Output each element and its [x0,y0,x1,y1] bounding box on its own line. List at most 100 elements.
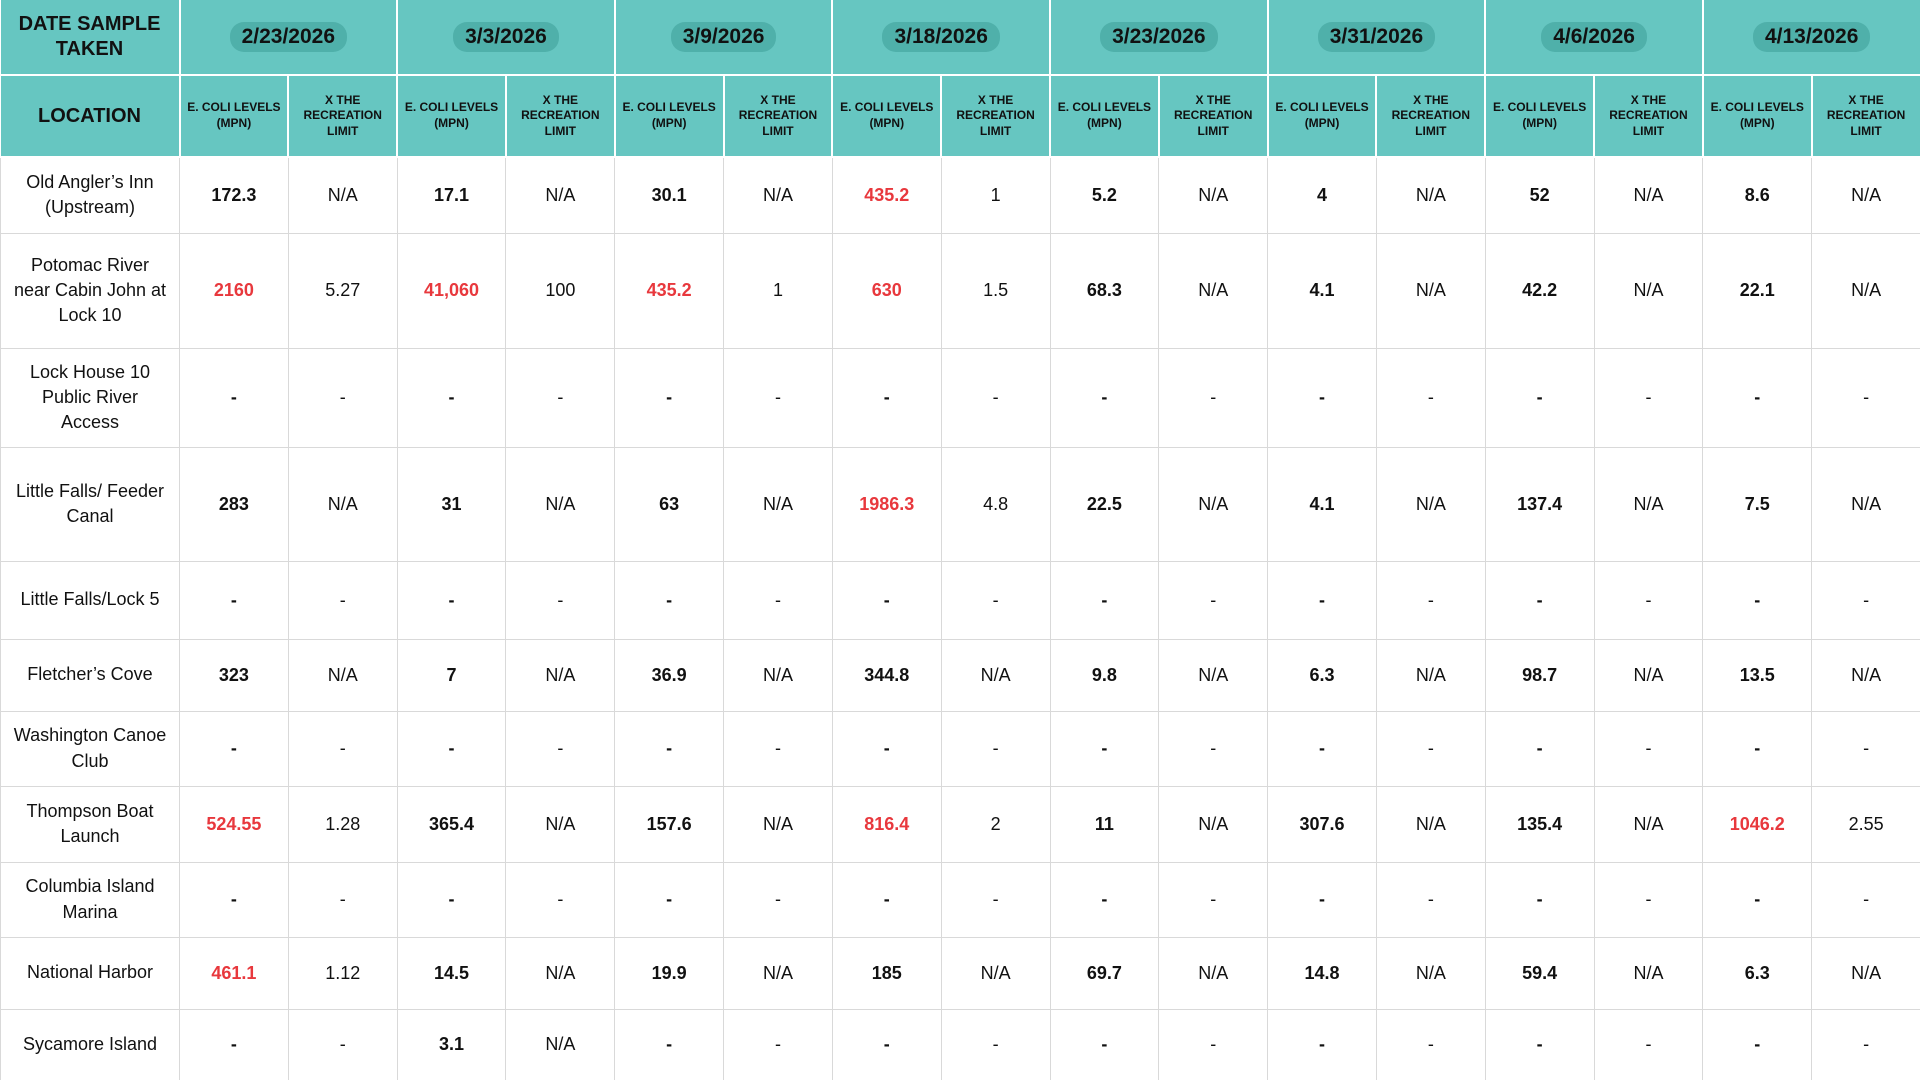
ecoli-cell: 52 [1484,156,1595,234]
ecoli-cell: - [396,861,507,938]
ecoli-cell: 435.2 [614,232,725,349]
limit-cell: - [1158,1008,1269,1080]
subheader-row: LOCATION E. COLI LEVELS (MPN) X THE RECRE… [0,75,1920,158]
limit-cell: - [1811,560,1920,640]
data-row: Washington Canoe Club - - - - - - - - - - - - - - - - [0,710,1920,787]
limit-cell: - [1593,1008,1704,1080]
limit-cell: N/A [1811,232,1920,349]
limit-cell: - [723,861,833,938]
limit-cell: N/A [1158,638,1269,712]
ecoli-cell: 365.4 [396,785,507,863]
limit-cell: N/A [505,785,616,863]
limit-cell: N/A [723,446,833,562]
ecoli-cell: 13.5 [1702,638,1813,712]
limit-header: X THE RECREATION LIMIT [941,75,1051,158]
date-pill: 2/23/2026 [229,22,348,52]
ecoli-cell: 1046.2 [1702,785,1813,863]
limit-cell: 5.27 [287,232,398,349]
limit-cell: N/A [1158,936,1269,1010]
limit-header: X THE RECREATION LIMIT [288,75,399,158]
ecoli-cell: 307.6 [1267,785,1377,863]
date-pill: 3/31/2026 [1317,22,1436,52]
limit-cell: N/A [1593,936,1704,1010]
limit-cell: 100 [505,232,616,349]
ecoli-cell: 63 [614,446,725,562]
ecoli-cell: 42.2 [1484,232,1595,349]
ecoli-cell: 283 [179,446,289,562]
limit-cell: N/A [1158,785,1269,863]
limit-cell: N/A [1375,936,1486,1010]
limit-cell: N/A [723,156,833,234]
limit-cell: 1.5 [940,232,1051,349]
ecoli-cell: 185 [831,936,942,1010]
limit-cell: - [1375,560,1486,640]
location: Thompson Boat Launch [0,785,180,863]
date-pill: 3/23/2026 [1100,22,1218,52]
ecoli-cell: 7.5 [1702,446,1813,562]
ecoli-cell: 135.4 [1484,785,1595,863]
limit-cell: N/A [1811,446,1920,562]
ecoli-cell: - [396,710,507,787]
ecoli-cell: 4.1 [1267,232,1377,349]
date-header: 4/6/2026 [1485,0,1704,76]
ecoli-cell: 59.4 [1484,936,1595,1010]
limit-cell: N/A [940,638,1051,712]
location: Little Falls/Lock 5 [0,560,180,640]
data-row: Little Falls/ Feeder Canal 283 N/A 31 N/A 63 N… [0,446,1920,562]
limit-cell: - [505,710,616,787]
ecoli-cell: - [1484,347,1595,448]
ecoli-cell: - [831,861,942,938]
ecoli-cell: - [179,560,289,640]
limit-cell: - [1593,861,1704,938]
limit-cell: N/A [505,638,616,712]
ecoli-cell: 323 [179,638,289,712]
ecoli-cell: - [614,861,725,938]
date-header: 3/31/2026 [1267,0,1487,76]
date-row: DATE SAMPLE TAKEN 2/23/2026 3/3/2026 3/9/2… [0,0,1920,76]
limit-header: X THE RECREATION LIMIT [1158,75,1269,158]
data-row: Lock House 10 Public River Access - - - - - - -… [0,347,1920,448]
ecoli-cell: - [1484,861,1595,938]
limit-header: X THE RECREATION LIMIT [723,75,834,158]
limit-cell: - [1811,1008,1920,1080]
location: Columbia Island Marina [0,861,180,938]
limit-cell: - [287,560,398,640]
ecoli-cell: - [1484,1008,1595,1080]
corner-bottom: LOCATION [0,75,181,158]
date-header: 2/23/2026 [179,0,399,76]
data-row: Thompson Boat Launch 524.55 1.28 365.4 N/A 15… [0,785,1920,863]
ecoli-cell: - [1267,1008,1377,1080]
limit-cell: N/A [1375,446,1486,562]
limit-cell: - [505,861,616,938]
ecoli-cell: - [1702,347,1813,448]
ecoli-cell: 816.4 [831,785,942,863]
limit-cell: - [505,560,616,640]
ecoli-cell: 98.7 [1484,638,1595,712]
table-body: Old Angler’s Inn (Upstream) 172.3 N/A 17.1 N… [0,156,1920,1080]
data-row: Sycamore Island - -3.1 N/A - - - - - - - - - - - - [0,1008,1920,1080]
ecoli-cell: 14.8 [1267,936,1377,1010]
ecoli-cell: 6.3 [1267,638,1377,712]
ecoli-cell: - [1049,560,1160,640]
ecoli-cell: 31 [396,446,507,562]
limit-cell: N/A [287,446,398,562]
limit-cell: - [1593,347,1704,448]
ecoli-cell: 1986.3 [831,446,942,562]
limit-cell: - [1158,560,1269,640]
limit-cell: 1.12 [287,936,398,1010]
limit-cell: - [1375,861,1486,938]
limit-cell: N/A [1158,446,1269,562]
date-pill: 4/6/2026 [1541,22,1647,52]
ecoli-cell: 435.2 [831,156,942,234]
limit-cell: N/A [1375,638,1486,712]
limit-cell: N/A [1593,156,1704,234]
limit-cell: N/A [1593,785,1704,863]
data-row: Fletcher’s Cove 323 N/A 7 N/A 36.9 N/A 344.8 N/A… [0,638,1920,712]
ecoli-cell: 6.3 [1702,936,1813,1010]
ecoli-cell: - [1702,861,1813,938]
ecoli-header: E. COLI LEVELS (MPN) [397,75,507,158]
ecoli-header: E. COLI LEVELS (MPN) [1050,75,1160,158]
date-header: 3/18/2026 [832,0,1051,76]
limit-cell: - [723,710,833,787]
